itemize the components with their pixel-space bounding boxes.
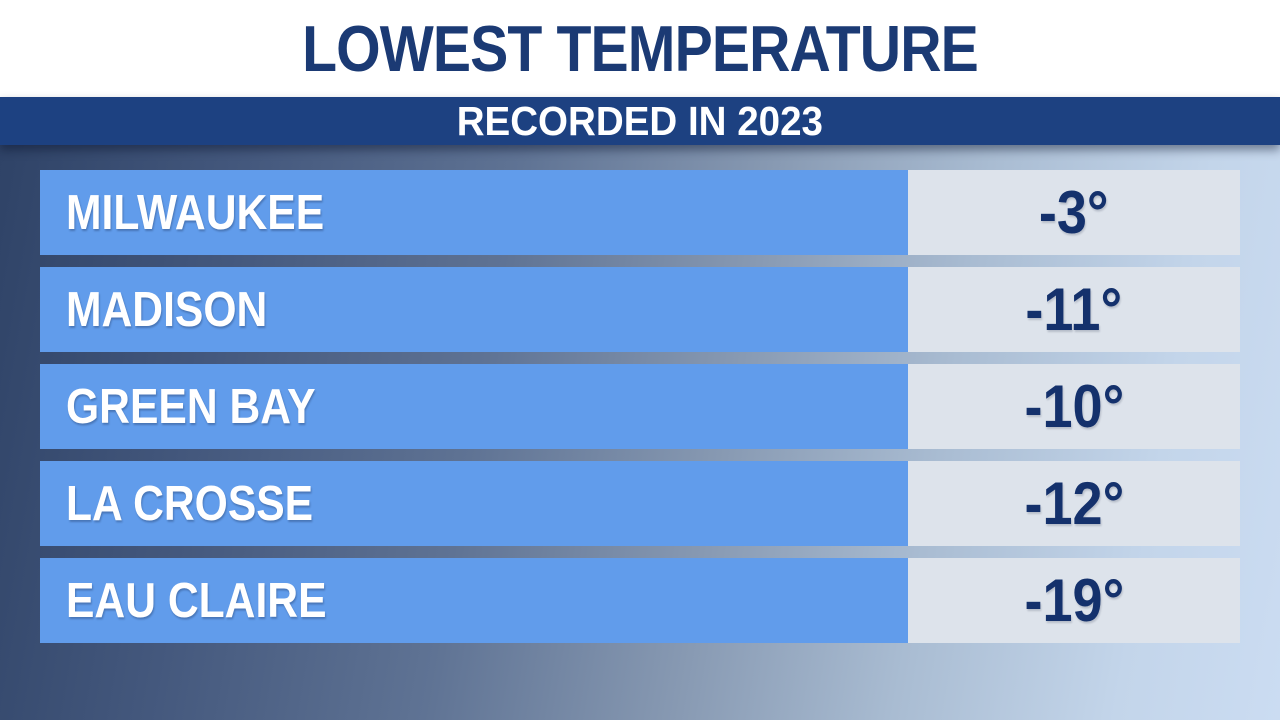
city-label: EAU CLAIRE [66,573,327,628]
title-band: LOWEST TEMPERATURE [0,0,1280,97]
subtitle: RECORDED IN 2023 [456,97,824,144]
table-row: MILWAUKEE -3° [40,170,1240,255]
page-title: LOWEST TEMPERATURE [302,12,979,85]
table-row: LA CROSSE -12° [40,461,1240,546]
city-label: GREEN BAY [66,379,316,434]
table-row: MADISON -11° [40,267,1240,352]
subtitle-bar: RECORDED IN 2023 [0,97,1280,145]
temp-cell: -10° [908,364,1240,449]
table-row: EAU CLAIRE -19° [40,558,1240,643]
city-cell: EAU CLAIRE [40,558,908,643]
city-label: MADISON [66,282,268,337]
city-label: LA CROSSE [66,476,314,531]
temp-value: -10° [1024,373,1124,440]
temp-cell: -3° [908,170,1240,255]
temp-cell: -12° [908,461,1240,546]
temp-value: -12° [1024,470,1124,537]
temp-cell: -19° [908,558,1240,643]
temp-value: -3° [1039,179,1109,246]
city-label: MILWAUKEE [66,185,325,240]
temp-value: -19° [1024,567,1124,634]
temp-cell: -11° [908,267,1240,352]
city-cell: LA CROSSE [40,461,908,546]
temperature-table: MILWAUKEE -3° MADISON -11° GREEN BAY -10… [40,170,1240,655]
city-cell: MADISON [40,267,908,352]
city-cell: GREEN BAY [40,364,908,449]
table-row: GREEN BAY -10° [40,364,1240,449]
temp-value: -11° [1025,276,1123,343]
city-cell: MILWAUKEE [40,170,908,255]
